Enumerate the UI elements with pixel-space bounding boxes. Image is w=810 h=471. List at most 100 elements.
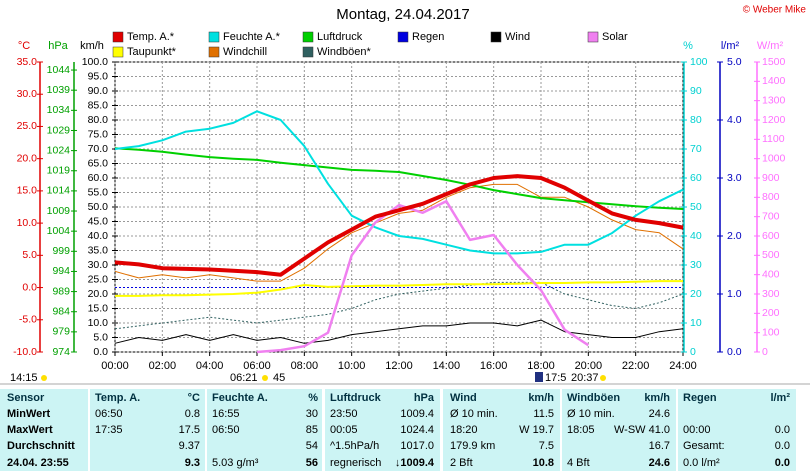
y-tick-label: 20 bbox=[690, 288, 702, 300]
table-header: Windböen bbox=[567, 392, 620, 404]
y-tick-label: 994 bbox=[52, 265, 70, 277]
table-cell: Durchschnitt bbox=[7, 440, 75, 452]
table-header: km/h bbox=[644, 392, 670, 404]
y-tick-label: 30.0 bbox=[17, 88, 38, 100]
legend-swatch bbox=[397, 31, 409, 43]
y-tick-label: 15.0 bbox=[17, 185, 38, 197]
legend-swatch bbox=[208, 31, 220, 43]
y-tick-label: 45.0 bbox=[88, 215, 109, 227]
table-header: km/h bbox=[528, 392, 554, 404]
table-block bbox=[678, 389, 796, 471]
legend-swatch bbox=[490, 31, 502, 43]
y-tick-label: 2.0 bbox=[727, 230, 742, 242]
legend-swatch bbox=[302, 31, 314, 43]
y-tick-label: 80 bbox=[690, 114, 702, 126]
y-tick-label: 100 bbox=[690, 56, 708, 68]
table-header: Wind bbox=[450, 392, 477, 404]
y-tick-label: 1400 bbox=[762, 75, 786, 87]
y-tick-label: 15.0 bbox=[88, 302, 109, 314]
x-tick-label: 16:00 bbox=[480, 360, 508, 372]
y-tick-label: 35.0 bbox=[88, 244, 109, 256]
y-tick-label: 65.0 bbox=[88, 157, 109, 169]
x-tick-label: 24:00 bbox=[669, 360, 697, 372]
table-cell: 5.03 g/m³ bbox=[212, 457, 259, 469]
y-tick-label: 55.0 bbox=[88, 186, 109, 198]
y-tick-label: 90 bbox=[690, 85, 702, 97]
y-tick-label: 974 bbox=[52, 346, 70, 358]
y-tick-label: 1039 bbox=[47, 84, 71, 96]
y-tick-label: 3.0 bbox=[727, 172, 742, 184]
table-cell: W 19.7 bbox=[519, 424, 554, 436]
table-cell: 10.8 bbox=[533, 457, 554, 469]
y-tick-label: 60 bbox=[690, 172, 702, 184]
moon-icon bbox=[535, 372, 543, 382]
legend-label: Taupunkt* bbox=[127, 46, 177, 58]
annotation: 20:37 bbox=[571, 372, 599, 384]
table-header: °C bbox=[188, 392, 200, 404]
y-tick-label: 0 bbox=[762, 346, 768, 358]
legend-swatch bbox=[587, 31, 599, 43]
y-tick-label: 1100 bbox=[762, 133, 785, 145]
y-tick-label: 1200 bbox=[762, 114, 786, 126]
y-tick-label: 900 bbox=[762, 172, 780, 184]
table-cell: 0.0 l/m² bbox=[683, 457, 720, 469]
table-cell: 00:00 bbox=[683, 424, 711, 436]
annotation: 06:21 bbox=[230, 372, 258, 384]
y-tick-label: 50.0 bbox=[88, 201, 109, 213]
axis-label: hPa bbox=[48, 40, 68, 52]
y-tick-label: 4.0 bbox=[727, 114, 742, 126]
y-tick-label: 0 bbox=[690, 346, 696, 358]
table-cell: 179.9 km bbox=[450, 440, 495, 452]
y-tick-label: 40.0 bbox=[88, 230, 109, 242]
table-block bbox=[325, 389, 440, 471]
axis-label: l/m² bbox=[721, 40, 740, 52]
table-cell: 56 bbox=[306, 457, 318, 469]
y-tick-label: 0.0 bbox=[93, 346, 108, 358]
legend-label: Temp. A.* bbox=[127, 31, 175, 43]
table-header: Sensor bbox=[7, 392, 45, 404]
table-header: l/m² bbox=[770, 392, 790, 404]
y-tick-label: 200 bbox=[762, 307, 780, 319]
table-cell: 1024.4 bbox=[400, 424, 434, 436]
table-cell: W-SW 41.0 bbox=[614, 424, 670, 436]
series-line bbox=[115, 280, 683, 297]
legend-label: Windchill bbox=[223, 46, 267, 58]
legend-label: Solar bbox=[602, 31, 628, 43]
y-tick-label: 1009 bbox=[47, 205, 71, 217]
y-tick-label: 1034 bbox=[47, 104, 71, 116]
y-tick-label: 50 bbox=[690, 201, 702, 213]
x-tick-label: 14:00 bbox=[433, 360, 461, 372]
legend-label: Luftdruck bbox=[317, 31, 363, 43]
table-header: % bbox=[308, 392, 318, 404]
x-tick-label: 20:00 bbox=[575, 360, 603, 372]
table-header: hPa bbox=[414, 392, 435, 404]
axis-label: °C bbox=[18, 40, 30, 52]
y-tick-label: 0.0 bbox=[727, 346, 742, 358]
y-tick-label: 979 bbox=[52, 326, 70, 338]
table-cell: 17:35 bbox=[95, 424, 123, 436]
legend-label: Feuchte A.* bbox=[223, 31, 281, 43]
y-tick-label: 5.0 bbox=[93, 331, 108, 343]
y-tick-label: 999 bbox=[52, 245, 70, 257]
y-tick-label: 0.0 bbox=[22, 281, 37, 293]
table-cell: 06:50 bbox=[95, 408, 123, 420]
legend-label: Wind bbox=[505, 31, 530, 43]
series-line bbox=[114, 174, 684, 277]
legend-label: Windböen* bbox=[317, 46, 372, 58]
y-tick-label: 984 bbox=[52, 306, 70, 318]
table-cell: 17.5 bbox=[179, 424, 200, 436]
sun-icon bbox=[600, 375, 606, 381]
y-tick-label: 35.0 bbox=[17, 56, 38, 68]
series-line bbox=[114, 183, 684, 282]
table-cell: 30 bbox=[306, 408, 318, 420]
y-tick-label: 1024 bbox=[47, 144, 71, 156]
copyright: © Weber Mike bbox=[743, 5, 807, 16]
table-cell: 0.0 bbox=[775, 440, 790, 452]
table-cell: Gesamt: bbox=[683, 440, 725, 452]
y-tick-label: 1.0 bbox=[727, 288, 742, 300]
y-tick-label: 300 bbox=[762, 288, 780, 300]
y-tick-label: -5.0 bbox=[19, 314, 37, 326]
x-tick-label: 02:00 bbox=[149, 360, 177, 372]
y-tick-label: 25.0 bbox=[88, 273, 109, 285]
